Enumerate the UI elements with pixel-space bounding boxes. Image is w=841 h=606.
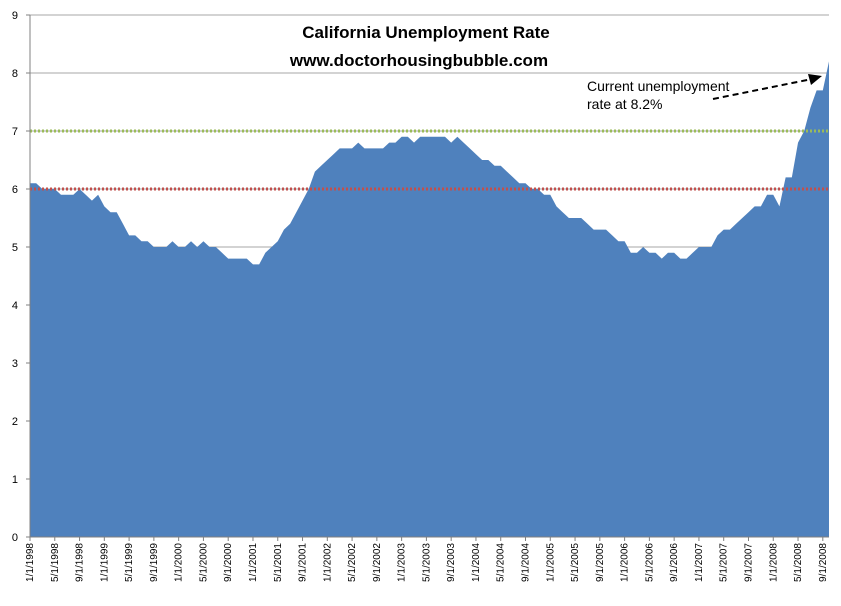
x-tick-label: 9/1/1998 (75, 543, 86, 582)
x-tick-labels: 1/1/1998 5/1/1998 9/1/1998 1/1/1999 5/1/1999… (25, 537, 829, 582)
x-tick-label: 1/1/2003 (397, 543, 408, 582)
annotation-arrow-head (808, 74, 822, 85)
area-series (30, 61, 829, 538)
x-tick-label: 9/1/1999 (149, 543, 160, 582)
x-tick-label: 9/1/2000 (223, 543, 234, 582)
annotation-arrow (712, 74, 822, 100)
x-tick-label: 9/1/2001 (298, 543, 309, 582)
y-tick-label: 8 (12, 68, 18, 80)
y-tick-label: 5 (12, 242, 18, 254)
area-series-layer (30, 61, 829, 538)
x-tick-label: 5/1/1998 (50, 543, 61, 582)
axes (29, 15, 829, 538)
y-tick-label: 2 (12, 416, 18, 428)
x-tick-label: 1/1/1999 (99, 543, 110, 582)
x-tick-label: 1/1/2008 (768, 543, 779, 582)
x-tick-label: 5/1/2001 (273, 543, 284, 582)
reference-lines (30, 129, 829, 191)
annotation-line-2: rate at 8.2% (587, 96, 663, 112)
x-tick-label: 5/1/1999 (124, 543, 135, 582)
x-tick-label: 1/1/2007 (694, 543, 705, 582)
x-tick-label: 5/1/2002 (347, 543, 358, 582)
x-tick-label: 5/1/2003 (421, 543, 432, 582)
y-tick-label: 6 (12, 184, 18, 196)
x-tick-label: 5/1/2004 (496, 543, 507, 582)
x-tick-label: 5/1/2006 (644, 543, 655, 582)
x-tick-label: 9/1/2003 (446, 543, 457, 582)
x-tick-label: 9/1/2004 (521, 543, 532, 582)
y-tick-label: 0 (12, 532, 18, 544)
y-tick-labels: 0 1 2 3 4 5 6 7 8 9 (12, 10, 30, 544)
chart-subtitle: www.doctorhousingbubble.com (289, 51, 548, 70)
x-tick-label: 1/1/2006 (620, 543, 631, 582)
x-tick-label: 5/1/2008 (793, 543, 804, 582)
x-tick-label: 9/1/2005 (595, 543, 606, 582)
annotation-arrow-shaft (712, 78, 813, 100)
x-tick-label: 9/1/2008 (818, 543, 829, 582)
x-tick-label: 5/1/2000 (198, 543, 209, 582)
x-tick-label: 9/1/2006 (669, 543, 680, 582)
x-tick-label: 1/1/2001 (248, 543, 259, 582)
annotation-line-1: Current unemployment (587, 78, 730, 94)
chart-title: California Unemployment Rate (302, 23, 550, 42)
y-tick-label: 4 (12, 300, 18, 312)
y-tick-label: 1 (12, 474, 18, 486)
x-tick-label: 1/1/2004 (471, 543, 482, 582)
x-tick-label: 9/1/2007 (743, 543, 754, 582)
x-tick-label: 1/1/1998 (25, 543, 36, 582)
x-tick-label: 1/1/2002 (322, 543, 333, 582)
x-tick-label: 1/1/2005 (545, 543, 556, 582)
x-tick-label: 9/1/2002 (372, 543, 383, 582)
x-tick-label: 5/1/2007 (719, 543, 730, 582)
x-tick-label: 1/1/2000 (174, 543, 185, 582)
y-tick-label: 9 (12, 10, 18, 22)
y-tick-label: 7 (12, 126, 18, 138)
x-tick-label: 5/1/2005 (570, 543, 581, 582)
y-tick-label: 3 (12, 358, 18, 370)
